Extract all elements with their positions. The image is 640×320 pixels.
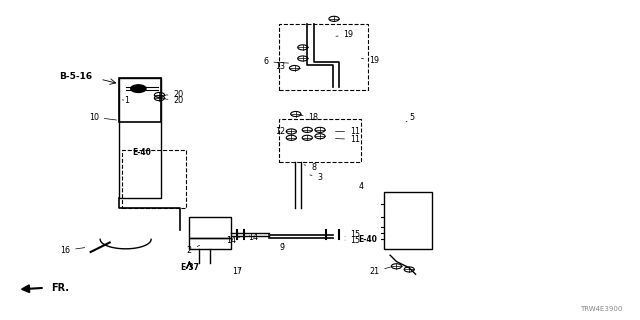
Text: 17: 17 [232,267,242,276]
Text: 13: 13 [275,62,291,71]
Text: 18: 18 [300,113,319,122]
Text: 20: 20 [166,91,184,100]
Text: 5: 5 [406,113,415,122]
Text: 12: 12 [275,127,291,136]
Text: 11: 11 [335,135,360,144]
Text: 9: 9 [279,243,284,252]
Text: 20: 20 [166,96,184,105]
Text: 3: 3 [310,173,323,182]
Text: TRW4E3900: TRW4E3900 [580,306,623,312]
Text: 15: 15 [345,230,361,239]
Text: 10: 10 [89,113,116,122]
Text: B-5-16: B-5-16 [59,72,92,81]
Text: 1: 1 [122,97,129,106]
Text: 11: 11 [335,127,360,136]
Text: 16: 16 [60,246,84,255]
Circle shape [131,85,146,92]
Text: 14: 14 [248,233,258,242]
Text: 21: 21 [369,267,390,276]
Text: 2: 2 [187,245,200,255]
Text: 4: 4 [359,182,364,191]
Text: E-40: E-40 [358,236,377,244]
Text: 19: 19 [362,56,380,65]
Text: 19: 19 [336,30,354,39]
Text: 14: 14 [226,236,241,245]
Text: E-40: E-40 [132,148,151,157]
Text: 8: 8 [304,163,316,172]
Text: FR.: FR. [51,284,69,293]
Text: E-37: E-37 [180,263,199,272]
Text: 6: 6 [263,57,289,66]
Text: 15: 15 [345,236,361,245]
